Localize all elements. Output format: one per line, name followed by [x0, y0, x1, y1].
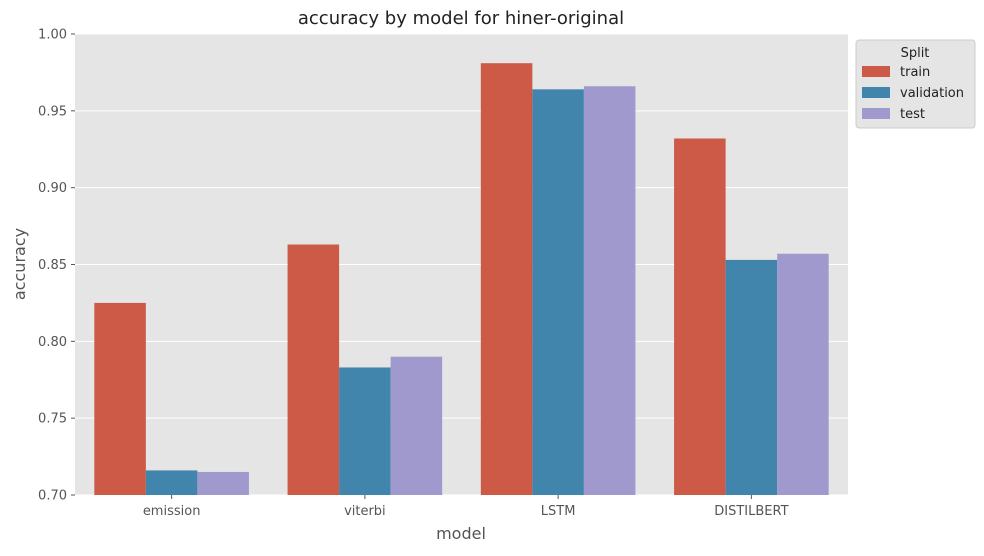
legend-swatch-test [862, 108, 890, 119]
bar-train-emission [94, 302, 146, 495]
legend-title: Split [901, 46, 930, 61]
legend-label-validation: validation [900, 86, 964, 101]
bar-validation-viterbi [339, 367, 391, 495]
y-axis-label: accuracy [10, 228, 29, 300]
x-axis-label: model [436, 524, 486, 543]
bar-test-DISTILBERT [777, 253, 829, 495]
y-tick-label: 0.70 [38, 489, 67, 504]
bar-validation-DISTILBERT [725, 259, 778, 495]
y-tick-label: 1.00 [38, 28, 67, 43]
legend-items: train validation test [862, 65, 964, 122]
y-tick-label: 0.95 [38, 104, 67, 119]
bar-train-viterbi [287, 244, 340, 495]
bar-validation-LSTM [532, 89, 584, 495]
legend: Split train validation test [855, 39, 976, 129]
x-axis-ticks: emission viterbi LSTM DISTILBERT [143, 495, 789, 519]
legend-box [855, 39, 976, 129]
bar-train-DISTILBERT [674, 138, 726, 495]
bar-test-viterbi [390, 356, 443, 495]
x-tick-label: LSTM [541, 504, 576, 519]
legend-label-test: test [900, 107, 925, 122]
bar-test-emission [197, 471, 249, 495]
legend-swatch-train [862, 66, 890, 77]
y-tick-label: 0.80 [38, 335, 67, 350]
x-tick-label: DISTILBERT [714, 504, 788, 519]
bar-train-LSTM [480, 63, 533, 496]
bar-test-LSTM [583, 86, 636, 495]
legend-label-train: train [900, 65, 930, 80]
bars [94, 63, 829, 496]
y-axis-ticks: 0.70 0.75 0.80 0.85 0.90 0.95 1.00 [38, 28, 75, 504]
chart-title: accuracy by model for hiner-original [298, 8, 624, 29]
y-tick-label: 0.75 [38, 412, 67, 427]
legend-swatch-validation [862, 87, 890, 98]
x-tick-label: viterbi [344, 504, 386, 519]
y-tick-label: 0.85 [38, 258, 67, 273]
x-tick-label: emission [143, 504, 201, 519]
bar-validation-emission [145, 470, 198, 495]
y-tick-label: 0.90 [38, 181, 67, 196]
